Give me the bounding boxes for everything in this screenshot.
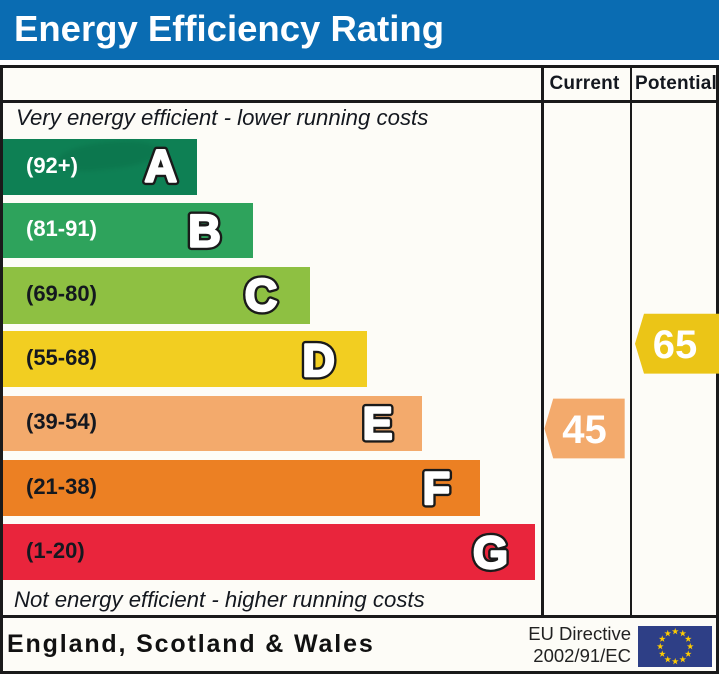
svg-text:45: 45 <box>562 408 607 452</box>
svg-text:C: C <box>245 270 278 321</box>
svg-text:B: B <box>188 206 221 257</box>
svg-text:A: A <box>145 141 178 192</box>
svg-text:C: C <box>245 270 278 321</box>
svg-text:B: B <box>188 206 221 257</box>
svg-text:A: A <box>145 141 178 192</box>
svg-text:G: G <box>473 527 508 578</box>
svg-text:E: E <box>363 398 393 449</box>
svg-text:65: 65 <box>653 323 698 367</box>
svg-text:D: D <box>302 335 335 386</box>
svg-text:F: F <box>423 463 451 514</box>
svg-text:F: F <box>423 463 451 514</box>
svg-text:D: D <box>302 335 335 386</box>
svg-text:G: G <box>473 527 508 578</box>
svg-text:E: E <box>363 398 393 449</box>
